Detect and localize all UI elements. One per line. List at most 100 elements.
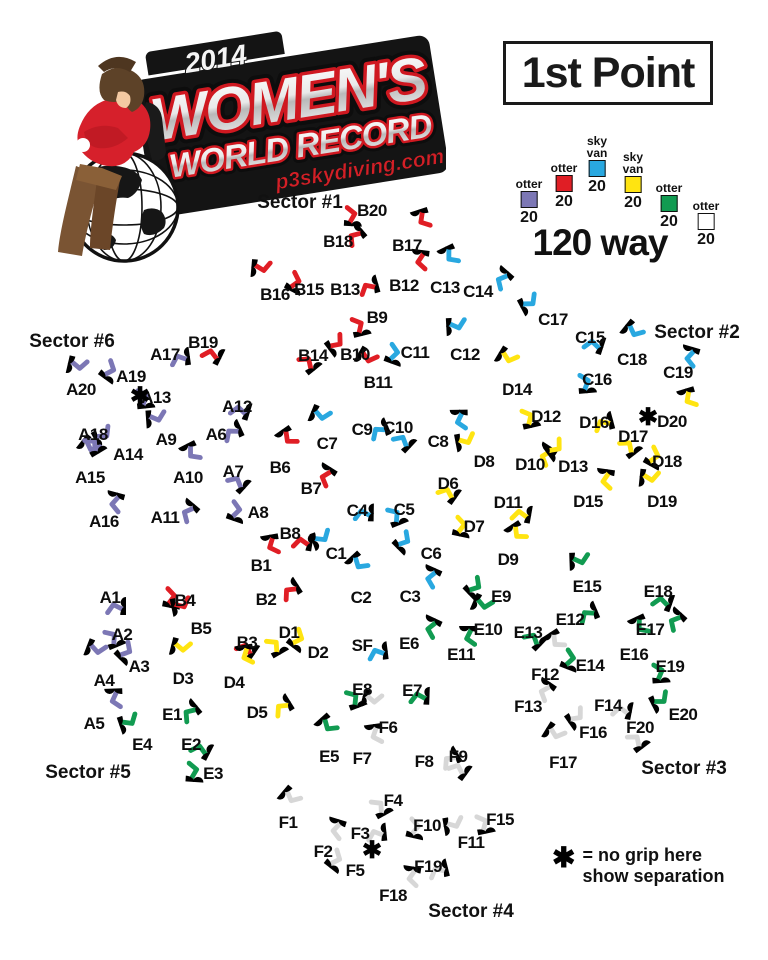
figure-label-E2: E2: [181, 735, 201, 754]
figure-label-F14: F14: [594, 696, 622, 715]
figure-label-C2: C2: [350, 588, 372, 607]
legend-color-swatch: [555, 175, 573, 192]
figure-label-D16: D16: [579, 413, 609, 432]
figure-label-B7: B7: [300, 479, 322, 498]
skydiver-figure-C6: [391, 510, 456, 575]
figure-label-A5: A5: [83, 714, 105, 733]
sector-title-sector-2: Sector #2: [654, 322, 740, 343]
figure-label-C7: C7: [316, 434, 338, 453]
figure-label-C5: C5: [393, 500, 415, 519]
figure-label-A16: A16: [89, 512, 119, 531]
legend-count: 20: [624, 194, 642, 211]
figure-label-D9: D9: [497, 550, 519, 569]
figure-label-B20: B20: [357, 201, 387, 220]
figure-label-E10: E10: [473, 620, 503, 639]
sector-title-sector-1: Sector #1: [257, 192, 343, 213]
figure-label-E6: E6: [399, 634, 419, 653]
figure-label-E11: E11: [447, 645, 475, 664]
figure-label-D10: D10: [515, 455, 545, 474]
figure-label-D20: D20: [657, 412, 687, 431]
figure-label-E18: E18: [643, 582, 673, 601]
skydiver-figure-E6: [381, 602, 442, 663]
legend-count: 20: [588, 178, 606, 195]
legend-color-swatch: [588, 160, 606, 177]
legend-plane-label: otter: [655, 181, 683, 195]
event-logo: 2014 WOMEN'S WOMEN'S WOMEN'S WORLD RECOR…: [58, 29, 446, 263]
legend-item-6: otter 20: [693, 200, 720, 248]
figure-label-C9: C9: [351, 420, 373, 439]
figure-label-D6: D6: [437, 474, 459, 493]
legend-color-swatch: [697, 213, 715, 230]
figure-label-F6: F6: [378, 718, 398, 737]
figure-label-B1: B1: [250, 556, 272, 575]
figure-label-B5: B5: [190, 619, 212, 638]
figure-label-F20: F20: [626, 718, 654, 737]
legend-plane-label: van: [622, 162, 644, 176]
figure-label-B2: B2: [255, 590, 277, 609]
legend-plane-label: van: [586, 146, 608, 160]
point-title: 1st Point: [521, 48, 696, 97]
figure-label-F7: F7: [352, 749, 372, 768]
figure-label-C12: C12: [450, 345, 480, 364]
figure-label-D5: D5: [246, 703, 268, 722]
figure-label-D14: D14: [502, 380, 532, 399]
figure-label-C1: C1: [325, 544, 347, 563]
figure-label-B8: B8: [279, 524, 301, 543]
figure-label-B9: B9: [366, 308, 388, 327]
girl-illustration: [58, 56, 166, 256]
figure-label-A9: A9: [155, 430, 177, 449]
figure-label-B6: B6: [269, 458, 291, 477]
asterisk-icon: ✱: [552, 842, 576, 873]
figure-label-B18: B18: [323, 232, 353, 251]
legend-color-swatch: [624, 176, 642, 193]
sector-title-sector-3: Sector #3: [641, 758, 727, 779]
legend-plane-label: sky: [622, 150, 644, 164]
figure-label-D7: D7: [463, 517, 485, 536]
figure-label-D4: D4: [223, 673, 245, 692]
figure-label-A6: A6: [205, 425, 227, 444]
figure-label-C17: C17: [538, 310, 568, 329]
figure-label-A7: A7: [222, 462, 244, 481]
figure-label-A2: A2: [111, 625, 133, 644]
figure-label-SF: SF: [351, 636, 373, 655]
figure-label-F5: F5: [345, 861, 365, 880]
figure-label-A1: A1: [99, 588, 121, 607]
figure-label-D11: D11: [493, 493, 523, 512]
sector-title-sector-5: Sector #5: [45, 762, 131, 783]
sector-title-sector-6: Sector #6: [29, 331, 115, 352]
figure-label-B19: B19: [188, 333, 218, 352]
figure-label-B12: B12: [389, 276, 419, 295]
figure-label-F12: F12: [531, 665, 559, 684]
legend-item-5: otter 20: [656, 182, 683, 230]
figure-label-D2: D2: [307, 643, 329, 662]
legend-item-4: sky van 20: [623, 151, 644, 211]
figure-label-A15: A15: [75, 468, 105, 487]
figure-label-F11: F11: [457, 833, 485, 852]
figure-label-B13: B13: [330, 280, 360, 299]
figure-label-F13: F13: [514, 697, 542, 716]
figure-label-C16: C16: [582, 370, 612, 389]
figure-label-D15: D15: [573, 492, 603, 511]
figure-label-F10: F10: [413, 816, 441, 835]
figure-label-E16: E16: [619, 645, 649, 664]
legend-item-2: otter 20: [551, 162, 578, 210]
legend-count: 20: [660, 213, 678, 230]
figure-label-C15: C15: [575, 328, 605, 347]
figure-label-B11: B11: [363, 373, 393, 392]
legend-plane-label: otter: [692, 199, 720, 213]
figure-label-E17: E17: [635, 620, 665, 639]
figure-label-F19: F19: [414, 857, 442, 876]
figure-label-B10: B10: [340, 345, 370, 364]
figure-label-A10: A10: [173, 468, 203, 487]
figure-label-E20: E20: [668, 705, 698, 724]
figure-label-F8: F8: [414, 752, 434, 771]
figure-label-E4: E4: [132, 735, 152, 754]
figure-label-E8: E8: [352, 680, 372, 699]
figure-label-A18: A18: [78, 425, 108, 444]
figure-label-B4: B4: [174, 591, 196, 610]
legend-item-1: otter 20: [516, 178, 543, 226]
legend-plane-label: otter: [515, 177, 543, 191]
formation-size-label: 120 way: [532, 222, 669, 263]
figure-label-D8: D8: [473, 452, 495, 471]
no-grip-asterisk-F3: ✱: [361, 837, 383, 864]
